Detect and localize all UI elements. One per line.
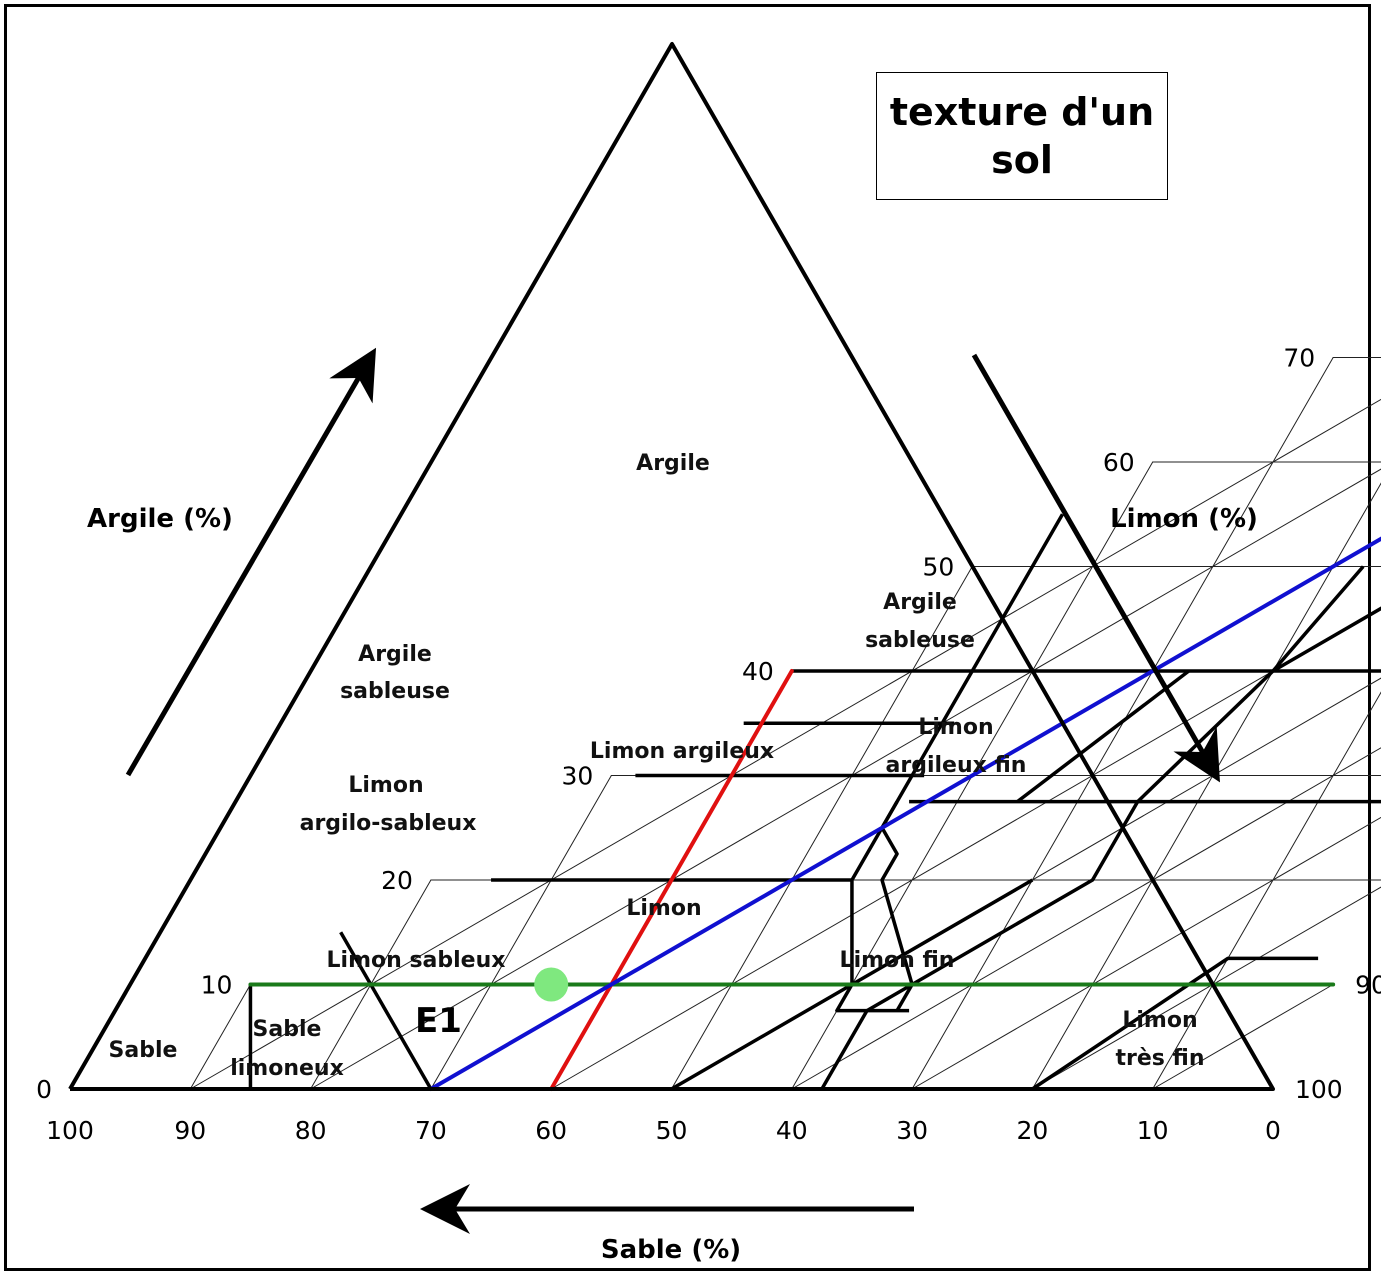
grid-line-sable xyxy=(189,984,251,1090)
region-argile-sableuse-left-line1: Argile xyxy=(358,642,432,667)
region-limon-tres-fin-line1: Limon xyxy=(1122,1008,1197,1033)
argile-tick-label: 10 xyxy=(201,971,233,1000)
argile-direction-arrow xyxy=(125,347,377,777)
region-limon-argilo-sableux-line1: Limon xyxy=(348,773,423,798)
argile-tick-label: 50 xyxy=(922,553,954,582)
sable-tick-label: 50 xyxy=(656,1116,688,1145)
region-argile: Argile xyxy=(636,451,710,476)
limon-tick-label: 90 xyxy=(1355,971,1381,1000)
limon-axis-label: Limon (%) xyxy=(1110,504,1258,534)
region-limon-argileux: Limon argileux xyxy=(590,739,774,764)
region-limon: Limon xyxy=(626,896,701,921)
sable-tick-label: 20 xyxy=(1016,1116,1048,1145)
region-argile-sableuse-left-line2: sableuse xyxy=(340,679,450,704)
tick-labels: 0102030405060708090100010203040506070809… xyxy=(36,344,1381,1146)
region-limon-argileux-fin-line2: argileux fin xyxy=(886,753,1027,778)
boundary-limon-fin xyxy=(820,565,1365,1090)
guide-line-sable xyxy=(549,669,794,1091)
argile-tick-label: 70 xyxy=(1283,344,1315,373)
region-sable: Sable xyxy=(109,1038,178,1063)
region-sable-limoneux-line2: limoneux xyxy=(230,1056,344,1081)
sable-tick-label: 70 xyxy=(415,1116,447,1145)
grid-line-sable xyxy=(1152,691,1381,1090)
argile-tick-label: 30 xyxy=(562,762,594,791)
grid-line-limon xyxy=(671,677,1381,1090)
region-limon-argilo-sableux-line2: argilo-sableux xyxy=(300,811,477,836)
title-line-2: sol xyxy=(991,138,1053,182)
sable-tick-label: 60 xyxy=(535,1116,567,1145)
grid-line-sable xyxy=(430,775,612,1090)
argile-axis-label: Argile (%) xyxy=(87,504,233,534)
boundary-limon-argileux xyxy=(1016,669,1190,804)
limon-direction-arrow xyxy=(971,353,1220,783)
boundary-tres-fin xyxy=(1031,956,1319,1091)
region-limon-tres-fin-line2: très fin xyxy=(1115,1046,1204,1071)
title-box: texture d'un sol xyxy=(876,72,1168,200)
region-limon-fin: Limon fin xyxy=(840,948,955,973)
sable-tick-label: 90 xyxy=(174,1116,206,1145)
outer-frame xyxy=(4,4,1371,1271)
triangle-outline xyxy=(68,42,1275,1091)
region-limon-sableux: Limon sableux xyxy=(327,948,506,973)
argile-tick-label: 40 xyxy=(742,657,774,686)
argile-tick-label: 20 xyxy=(381,866,413,895)
region-limon-argileux-fin-line1: Limon xyxy=(918,715,993,740)
grid-line-sable xyxy=(671,566,973,1090)
region-argile-sableuse-right-line2: sableuse xyxy=(865,628,975,653)
sable-tick-label: 80 xyxy=(295,1116,327,1145)
sable-axis-label: Sable (%) xyxy=(601,1235,741,1265)
boundary-sable-limoneux xyxy=(339,931,433,1090)
sable-tick-label: 30 xyxy=(896,1116,928,1145)
argile-tick-label: 60 xyxy=(1103,448,1135,477)
boundary-argile-right xyxy=(1272,606,1381,673)
sable-tick-label: 0 xyxy=(1265,1116,1281,1145)
sample-point-label: E1 xyxy=(415,1001,462,1041)
grid-line-limon xyxy=(911,816,1381,1090)
sable-tick-label: 40 xyxy=(776,1116,808,1145)
triangle-border xyxy=(68,42,1275,1091)
title-line-1: texture d'un xyxy=(889,90,1155,134)
sable-tick-label: 10 xyxy=(1137,1116,1169,1145)
region-argile-sableuse-right-line1: Argile xyxy=(883,590,957,615)
limon-tick-label: 100 xyxy=(1295,1075,1343,1104)
sable-tick-label: 100 xyxy=(46,1116,94,1145)
argile-tick-label: 0 xyxy=(36,1075,52,1104)
sample-point-e1 xyxy=(534,967,569,1002)
region-sable-limoneux-line1: Sable xyxy=(253,1017,322,1042)
